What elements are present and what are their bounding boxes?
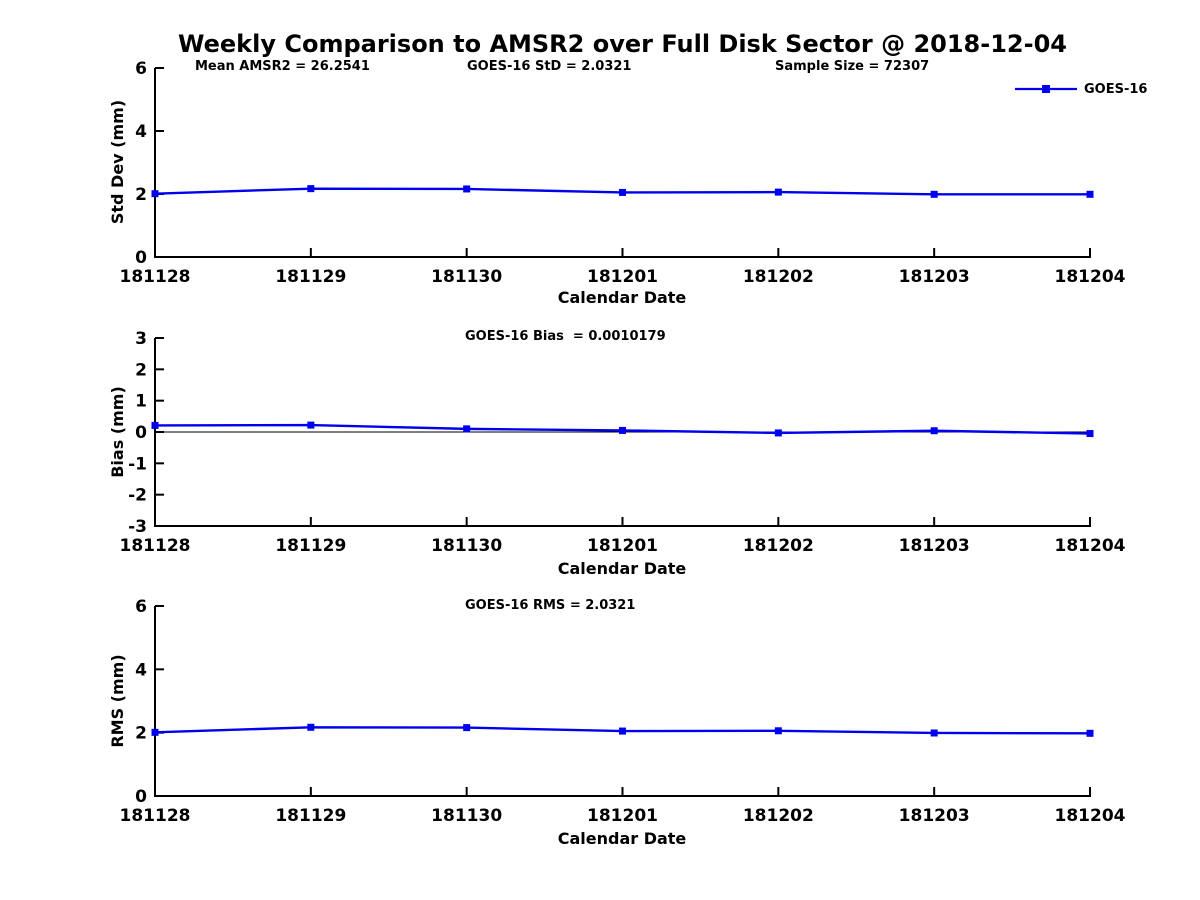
data-point-marker	[1086, 430, 1094, 438]
x-tick-label: 181130	[431, 806, 502, 826]
x-tick-label: 181130	[431, 536, 502, 556]
y-tick-label: 0	[135, 787, 147, 807]
data-point-marker	[774, 429, 782, 437]
data-point-marker	[151, 728, 159, 736]
data-point-marker	[307, 185, 315, 193]
x-tick-label: 181129	[275, 267, 346, 287]
data-point-marker	[930, 427, 938, 435]
annotation-mean-amsr2: Mean AMSR2 = 26.2541	[195, 59, 370, 74]
y-tick-label: 2	[135, 185, 147, 205]
data-point-marker	[463, 185, 471, 193]
y-tick-label: 1	[135, 392, 147, 412]
y-tick-label: 0	[135, 423, 147, 443]
y-tick-label: -1	[128, 454, 147, 474]
y-tick-label: 4	[135, 122, 147, 142]
legend-line-sample	[1015, 85, 1077, 93]
x-tick-label: 181202	[743, 267, 814, 287]
legend-label: GOES-16	[1084, 81, 1148, 97]
x-tick-label: 181203	[899, 806, 970, 826]
x-tick-label: 181129	[275, 536, 346, 556]
y-tick-label: 3	[135, 329, 147, 349]
x-tick-label: 181204	[1055, 536, 1126, 556]
x-tick-label: 181128	[120, 806, 191, 826]
data-point-marker	[151, 421, 159, 429]
annotation-goes16-bias: GOES-16 Bias = 0.0010179	[465, 329, 666, 344]
figure-title: Weekly Comparison to AMSR2 over Full Dis…	[178, 30, 1067, 58]
xlabel-rms: Calendar Date	[557, 829, 687, 848]
data-point-marker	[307, 723, 315, 731]
x-tick-label: 181203	[899, 267, 970, 287]
data-point-marker	[1086, 729, 1094, 737]
legend: GOES-16	[1015, 80, 1147, 98]
xlabel-bias: Calendar Date	[557, 559, 687, 578]
data-point-marker	[774, 188, 782, 196]
data-point-marker	[463, 425, 471, 433]
data-point-marker	[307, 421, 315, 429]
data-point-marker	[151, 190, 159, 198]
x-tick-label: 181202	[743, 536, 814, 556]
xlabel-std-dev: Calendar Date	[557, 288, 687, 307]
x-tick-label: 181128	[120, 267, 191, 287]
x-tick-label: 181204	[1055, 267, 1126, 287]
data-point-marker	[930, 729, 938, 737]
data-point-marker	[463, 724, 471, 732]
x-tick-label: 181202	[743, 806, 814, 826]
x-tick-label: 181203	[899, 536, 970, 556]
annotation-sample-size: Sample Size = 72307	[775, 59, 930, 74]
x-tick-label: 181201	[587, 536, 658, 556]
x-tick-label: 181128	[120, 536, 191, 556]
y-tick-label: 2	[135, 724, 147, 744]
y-tick-label: 2	[135, 360, 147, 380]
data-point-marker	[774, 727, 782, 735]
data-point-marker	[619, 188, 626, 196]
data-point-marker	[619, 727, 626, 735]
y-tick-label: -3	[128, 517, 147, 537]
x-tick-label: 181201	[587, 267, 658, 287]
data-point-marker	[930, 190, 938, 198]
x-tick-label: 181129	[275, 806, 346, 826]
y-tick-label: 0	[135, 248, 147, 268]
x-tick-label: 181204	[1055, 806, 1126, 826]
annotation-goes16-rms: GOES-16 RMS = 2.0321	[465, 598, 636, 613]
data-point-marker	[619, 426, 626, 434]
data-point-marker	[1086, 190, 1094, 198]
annotation-goes16-std: GOES-16 StD = 2.0321	[467, 59, 632, 74]
x-tick-label: 181201	[587, 806, 658, 826]
y-tick-label: 6	[135, 59, 147, 79]
legend-marker-icon	[1042, 85, 1050, 93]
x-tick-label: 181130	[431, 267, 502, 287]
y-tick-label: 4	[135, 660, 147, 680]
y-tick-label: 6	[135, 597, 147, 617]
y-tick-label: -2	[128, 486, 147, 506]
